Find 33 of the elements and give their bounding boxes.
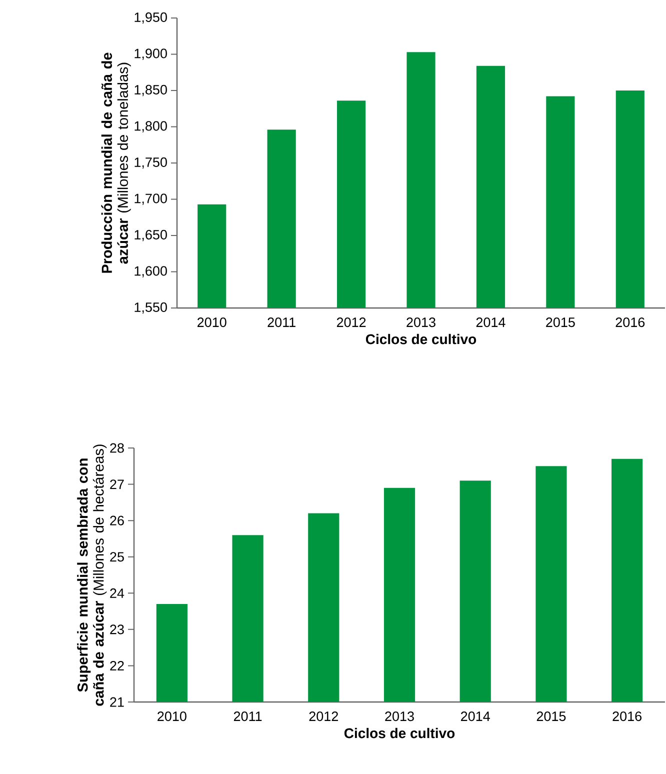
x-axis-title: Ciclos de cultivo bbox=[344, 728, 455, 738]
y-tick-label: 24 bbox=[110, 588, 124, 598]
y-tick-label: 1,550 bbox=[134, 302, 168, 314]
y-tick-label: 1,800 bbox=[134, 121, 168, 132]
y-tick-label: 22 bbox=[110, 661, 124, 670]
y-tick-label: 1,600 bbox=[134, 266, 168, 278]
x-tick-label: 2010 bbox=[158, 712, 187, 722]
x-tick-label: 2014 bbox=[461, 712, 490, 722]
x-tick-label: 2012 bbox=[310, 712, 338, 722]
x-tick-label: 2016 bbox=[612, 712, 642, 722]
x-tick-label: 2010 bbox=[198, 318, 227, 328]
x-tick-label: 2013 bbox=[406, 318, 436, 328]
y-tick-label: 1,950 bbox=[134, 12, 168, 24]
y-tick-label: 1,650 bbox=[134, 230, 168, 242]
x-tick-label: 2015 bbox=[537, 712, 566, 722]
y-tick-label: 1,850 bbox=[134, 84, 168, 96]
y-tick-label: 1,900 bbox=[134, 48, 168, 60]
x-tick-label: 2012 bbox=[337, 318, 366, 328]
y-tick-label: 23 bbox=[110, 624, 124, 634]
x-tick-label: 2016 bbox=[616, 318, 645, 328]
y-tick-label: 1,750 bbox=[134, 157, 168, 169]
x-tick-label: 2014 bbox=[476, 318, 506, 328]
y-tick-label: 25 bbox=[110, 552, 124, 562]
x-tick-label: 2013 bbox=[385, 712, 414, 722]
x-tick-label: 2011 bbox=[234, 712, 262, 722]
y-tick-label: 21 bbox=[110, 697, 124, 707]
x-tick-label: 2011 bbox=[268, 318, 296, 328]
x-axis-title: Ciclos de cultivo bbox=[366, 334, 476, 344]
y-tick-label: 28 bbox=[110, 443, 124, 453]
y-tick-label: 27 bbox=[110, 480, 124, 489]
x-tick-label: 2015 bbox=[546, 318, 576, 328]
y-tick-label: 26 bbox=[110, 516, 124, 526]
y-tick-label: 1,700 bbox=[134, 194, 168, 205]
